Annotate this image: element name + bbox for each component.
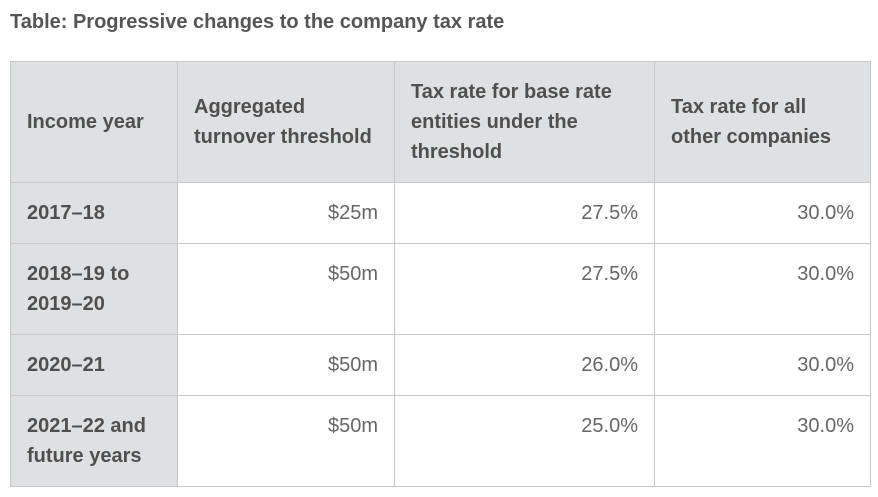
table-row: 2018–19 to 2019–20 $50m 27.5% 30.0% [10, 243, 871, 335]
cell-base-rate: 25.0% [394, 395, 655, 487]
company-tax-rate-table: Income year Aggregated turnover threshol… [10, 61, 871, 487]
row-header-income-year: 2021–22 and future years [10, 395, 178, 487]
table-header-row: Income year Aggregated turnover threshol… [10, 61, 871, 183]
cell-other-rate: 30.0% [654, 243, 871, 335]
table-caption: Table: Progressive changes to the compan… [10, 11, 505, 33]
table-row: 2021–22 and future years $50m 25.0% 30.0… [10, 395, 871, 487]
cell-base-rate: 26.0% [394, 334, 655, 396]
cell-base-rate: 27.5% [394, 243, 655, 335]
cell-other-rate: 30.0% [654, 182, 871, 244]
cell-turnover-threshold: $50m [177, 395, 395, 487]
cell-turnover-threshold: $50m [177, 243, 395, 335]
cell-other-rate: 30.0% [654, 395, 871, 487]
column-header-other-rate: Tax rate for all other companies [654, 61, 871, 183]
column-header-base-rate: Tax rate for base rate entities under th… [394, 61, 655, 183]
cell-base-rate: 27.5% [394, 182, 655, 244]
table-row: 2020–21 $50m 26.0% 30.0% [10, 334, 871, 396]
cell-turnover-threshold: $50m [177, 334, 395, 396]
cell-other-rate: 30.0% [654, 334, 871, 396]
column-header-income-year: Income year [10, 61, 178, 183]
cell-turnover-threshold: $25m [177, 182, 395, 244]
column-header-turnover-threshold: Aggregated turnover threshold [177, 61, 395, 183]
row-header-income-year: 2020–21 [10, 334, 178, 396]
row-header-income-year: 2017–18 [10, 182, 178, 244]
table-row: 2017–18 $25m 27.5% 30.0% [10, 182, 871, 244]
row-header-income-year: 2018–19 to 2019–20 [10, 243, 178, 335]
